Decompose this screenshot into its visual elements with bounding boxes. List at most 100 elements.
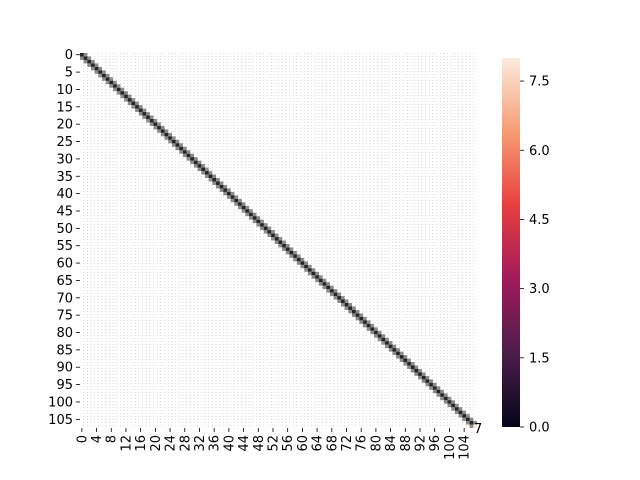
colorbar-tick-label: 1.5 <box>529 351 550 366</box>
x-tick-label: 56 <box>281 435 296 452</box>
heatmap-cell <box>473 421 477 425</box>
heatmap-cell <box>429 382 433 387</box>
heatmap-cell <box>410 365 415 369</box>
heatmap-cell <box>230 198 235 203</box>
heatmap-cell <box>102 70 106 74</box>
heatmap-cell <box>429 379 433 383</box>
heatmap-cell <box>432 389 437 394</box>
x-tick-label: 40 <box>222 435 237 452</box>
heatmap-cell <box>451 403 455 408</box>
heatmap-cell <box>381 334 386 338</box>
heatmap-cell <box>274 233 279 238</box>
plot-area <box>80 53 477 428</box>
heatmap-cell <box>440 389 444 394</box>
heatmap-cell <box>385 337 389 342</box>
heatmap-cell <box>458 414 463 418</box>
heatmap-cell <box>447 400 452 404</box>
heatmap-cell <box>326 285 330 290</box>
heatmap-cell <box>385 341 389 345</box>
heatmap-cell <box>374 334 378 338</box>
heatmap-cell <box>421 372 426 376</box>
heatmap-cell <box>370 327 375 331</box>
heatmap-cell <box>157 122 161 126</box>
y-tick-label: 30 <box>56 152 73 167</box>
heatmap-cell <box>131 98 136 102</box>
heatmap-cell <box>160 129 165 133</box>
heatmap-cell <box>399 358 404 363</box>
heatmap-cell <box>318 278 323 283</box>
heatmap-cell <box>436 386 441 390</box>
colorbar-gradient <box>502 58 520 427</box>
heatmap-cell <box>157 125 161 130</box>
heatmap-cell <box>83 53 88 57</box>
x-tick-label: 44 <box>237 435 252 452</box>
heatmap-cell <box>315 275 319 279</box>
heatmap-cell <box>208 171 213 175</box>
heatmap-cell <box>91 63 95 67</box>
heatmap-cell <box>135 105 139 109</box>
heatmap-cell <box>190 153 194 158</box>
y-tick-label: 55 <box>56 239 73 254</box>
heatmap-cell <box>359 313 364 317</box>
diagonal-cells <box>80 53 477 428</box>
heatmap-cell <box>186 153 191 158</box>
heatmap-cell <box>337 299 341 303</box>
heatmap-cell <box>249 212 253 217</box>
heatmap-cell <box>315 278 319 283</box>
heatmap-cell <box>418 375 422 380</box>
heatmap-cell <box>440 393 444 397</box>
x-tick-label: 16 <box>134 435 149 452</box>
heatmap-cell <box>260 226 264 231</box>
heatmap-cell <box>182 153 187 158</box>
heatmap-cell <box>91 59 95 64</box>
heatmap-cell <box>344 306 349 310</box>
heatmap-cell <box>234 202 239 206</box>
heatmap-cell <box>271 233 275 238</box>
heatmap-cell <box>94 70 99 74</box>
heatmap-cell <box>252 212 257 217</box>
colorbar: 0.0 1.5 3.0 4.5 6.0 7.5 <box>502 58 550 436</box>
heatmap-cell <box>120 91 125 95</box>
heatmap-cell <box>451 407 455 411</box>
heatmap-cell <box>186 157 191 161</box>
heatmap-cell <box>348 306 353 310</box>
heatmap-cell <box>120 94 125 99</box>
heatmap-cell <box>454 407 459 411</box>
heatmap-cell <box>127 98 132 102</box>
heatmap-cell <box>267 233 272 238</box>
x-tick-label: 76 <box>355 435 370 452</box>
heatmap-cell <box>414 365 419 369</box>
heatmap-cell <box>175 143 180 147</box>
heatmap-cell <box>201 171 205 175</box>
y-tick-label: 50 <box>56 222 73 237</box>
heatmap-cell <box>249 216 253 220</box>
heatmap-cell <box>344 299 349 303</box>
y-tick-label: 80 <box>56 326 73 341</box>
heatmap-cell <box>337 292 341 297</box>
heatmap-cell <box>352 309 356 314</box>
y-tick-label: 25 <box>56 135 73 150</box>
heatmap-cell <box>197 160 202 165</box>
heatmap-cell <box>366 320 371 324</box>
heatmap-cell <box>83 59 88 64</box>
heatmap-cell <box>102 73 106 78</box>
heatmap-cell <box>381 337 386 342</box>
grid-lines <box>83 53 474 428</box>
heatmap-cell <box>300 264 305 269</box>
heatmap-cell <box>454 410 459 415</box>
x-tick-label: 100 <box>443 435 458 460</box>
heatmap-cell <box>263 230 268 234</box>
heatmap-cell <box>164 129 169 133</box>
heatmap-cell <box>124 98 128 102</box>
heatmap-cell <box>274 240 279 244</box>
heatmap-cell <box>337 296 341 300</box>
heatmap-cell <box>329 292 334 297</box>
x-tick-label: 4 <box>90 435 105 443</box>
heatmap-cell <box>267 226 272 231</box>
heatmap-cell <box>392 344 397 349</box>
heatmap-cell <box>315 271 319 276</box>
heatmap-cell <box>131 105 136 109</box>
heatmap-cell <box>238 202 242 206</box>
y-tick-label: 70 <box>56 291 73 306</box>
heatmap-cell <box>399 355 404 359</box>
